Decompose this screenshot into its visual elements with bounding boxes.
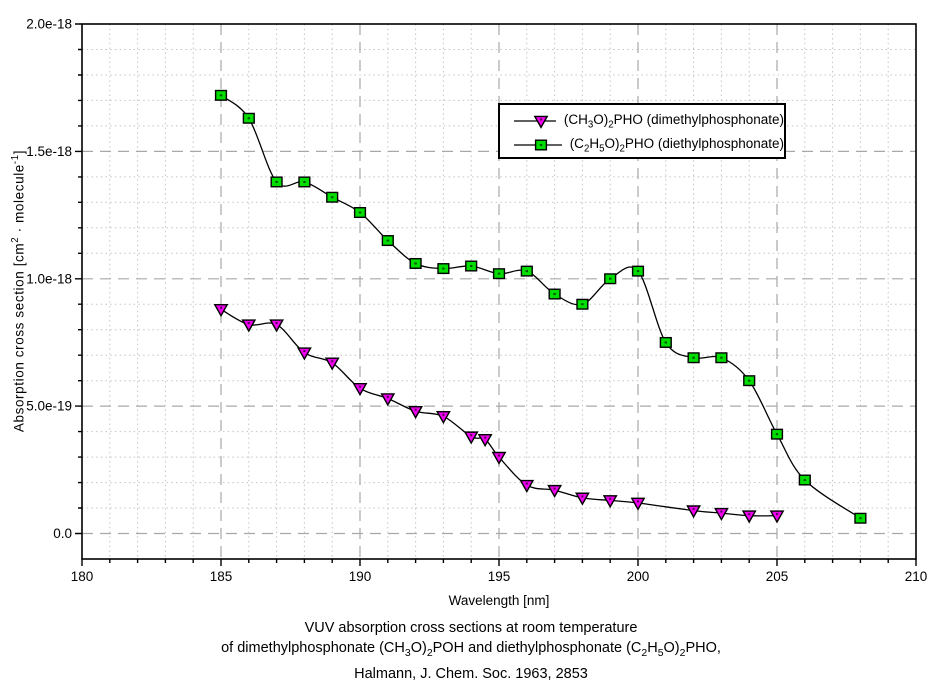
caption: VUV absorption cross sections at room te… (0, 618, 942, 684)
triangle-down-marker (741, 510, 757, 524)
marker-center-dot (442, 267, 445, 270)
triangle-down-marker (436, 411, 451, 425)
y-axis-title: Absorption cross section [cm2 · molecule… (9, 149, 27, 433)
legend-label: (CH3O)2PHO (dimethylphosphonate) (563, 111, 784, 131)
marker-center-dot (358, 211, 362, 214)
marker-center-dot (581, 303, 584, 306)
marker-center-dot (247, 322, 250, 325)
marker-center-dot (498, 454, 500, 457)
triangle-down-marker (380, 393, 396, 407)
legend: (CH3O)2PHO (dimethylphosphonate) (C2H5O)2… (498, 103, 786, 159)
marker-center-dot (720, 510, 723, 513)
triangle-down-marker (213, 304, 229, 318)
marker-center-dot (414, 408, 417, 411)
triangle-down-marker (769, 510, 785, 524)
triangle-down-marker (269, 319, 284, 333)
caption-line-1: VUV absorption cross sections at room te… (304, 620, 638, 636)
x-tick-label: 180 (71, 569, 94, 584)
marker-center-dot (553, 293, 556, 296)
marker-center-dot (525, 482, 528, 485)
x-tick-labels: 180 185 190 195 200 205 210 (71, 569, 928, 584)
triangle-down-marker (297, 347, 312, 361)
triangle-down-marker (519, 479, 535, 493)
series-diethylphosphonate (214, 89, 867, 524)
triangle-down-marker (408, 405, 423, 420)
marker-center-dot (359, 385, 361, 388)
marker-center-dot (414, 262, 417, 265)
marker-center-dot (331, 360, 334, 363)
triangle-down-marker (686, 505, 701, 519)
marker-center-dot (275, 180, 278, 183)
marker-center-dot (692, 507, 695, 510)
square-icon (514, 139, 562, 151)
legend-item: (C2H5O)2PHO (diethylphosphonate) (500, 133, 784, 157)
marker-center-dot (859, 517, 862, 520)
x-tick-label: 195 (488, 569, 511, 584)
marker-center-dot (803, 479, 806, 482)
marker-center-dot (664, 341, 667, 344)
caption-line-2: of dimethylphosphonate (CH3O)2POH and di… (221, 640, 721, 659)
axis-ticks (75, 23, 917, 566)
marker-center-dot (219, 94, 223, 97)
x-tick-label: 200 (627, 569, 650, 584)
marker-center-dot (303, 180, 306, 183)
marker-center-dot (470, 265, 473, 268)
triangle-down-marker (241, 319, 257, 333)
triangle-down-marker (575, 492, 590, 506)
caption-line-3: Halmann, J. Chem. Soc. 1963, 2853 (354, 665, 588, 682)
marker-center-dot (748, 513, 751, 516)
marker-center-dot (775, 433, 779, 436)
marker-center-dot (220, 306, 222, 309)
legend-label: (C2H5O)2PHO (diethylphosphonate) (569, 135, 784, 155)
y-tick-label: 0.0 (53, 526, 72, 541)
marker-center-dot (637, 500, 639, 503)
x-tick-label: 205 (766, 569, 789, 584)
marker-center-dot (303, 350, 306, 353)
x-tick-label: 210 (905, 569, 928, 584)
marker-center-dot (497, 272, 501, 275)
triangle-down-marker (324, 357, 340, 371)
marker-center-dot (609, 497, 612, 500)
y-tick-label: 5.0e-19 (26, 399, 72, 414)
triangle-down-marker (463, 431, 479, 445)
legend-item: (CH3O)2PHO (dimethylphosphonate) (500, 109, 784, 133)
y-tick-label: 2.0e-18 (26, 17, 72, 32)
x-tick-label: 185 (210, 569, 233, 584)
marker-center-dot (331, 196, 334, 199)
series-dimethylphosphonate (213, 304, 785, 524)
y-tick-label: 1.5e-18 (26, 144, 72, 159)
triangle-down-icon (514, 115, 556, 129)
marker-center-dot (636, 270, 640, 273)
triangle-down-marker (352, 383, 368, 397)
marker-center-dot (776, 513, 778, 516)
x-tick-label: 190 (349, 569, 372, 584)
triangle-down-marker (477, 433, 493, 448)
x-axis-title: Wavelength [nm] (448, 593, 550, 608)
triangle-down-marker (547, 484, 562, 499)
triangle-down-marker (602, 495, 618, 509)
marker-center-dot (386, 395, 389, 398)
marker-center-dot (470, 434, 473, 437)
marker-center-dot (247, 117, 250, 120)
triangle-down-marker (491, 451, 507, 465)
marker-center-dot (525, 270, 528, 273)
marker-center-dot (609, 277, 612, 280)
triangle-down-marker (630, 497, 646, 511)
y-tick-label: 1.0e-18 (26, 271, 72, 286)
marker-center-dot (386, 239, 389, 242)
y-tick-labels: 0.0 5.0e-19 1.0e-18 1.5e-18 2.0e-18 (26, 17, 72, 542)
marker-center-dot (720, 356, 723, 359)
marker-center-dot (275, 322, 278, 325)
marker-center-dot (581, 495, 584, 498)
marker-center-dot (484, 436, 487, 439)
triangle-down-marker (714, 507, 729, 521)
marker-center-dot (442, 413, 445, 416)
marker-center-dot (748, 379, 751, 382)
marker-center-dot (553, 487, 556, 490)
marker-center-dot (692, 356, 695, 359)
